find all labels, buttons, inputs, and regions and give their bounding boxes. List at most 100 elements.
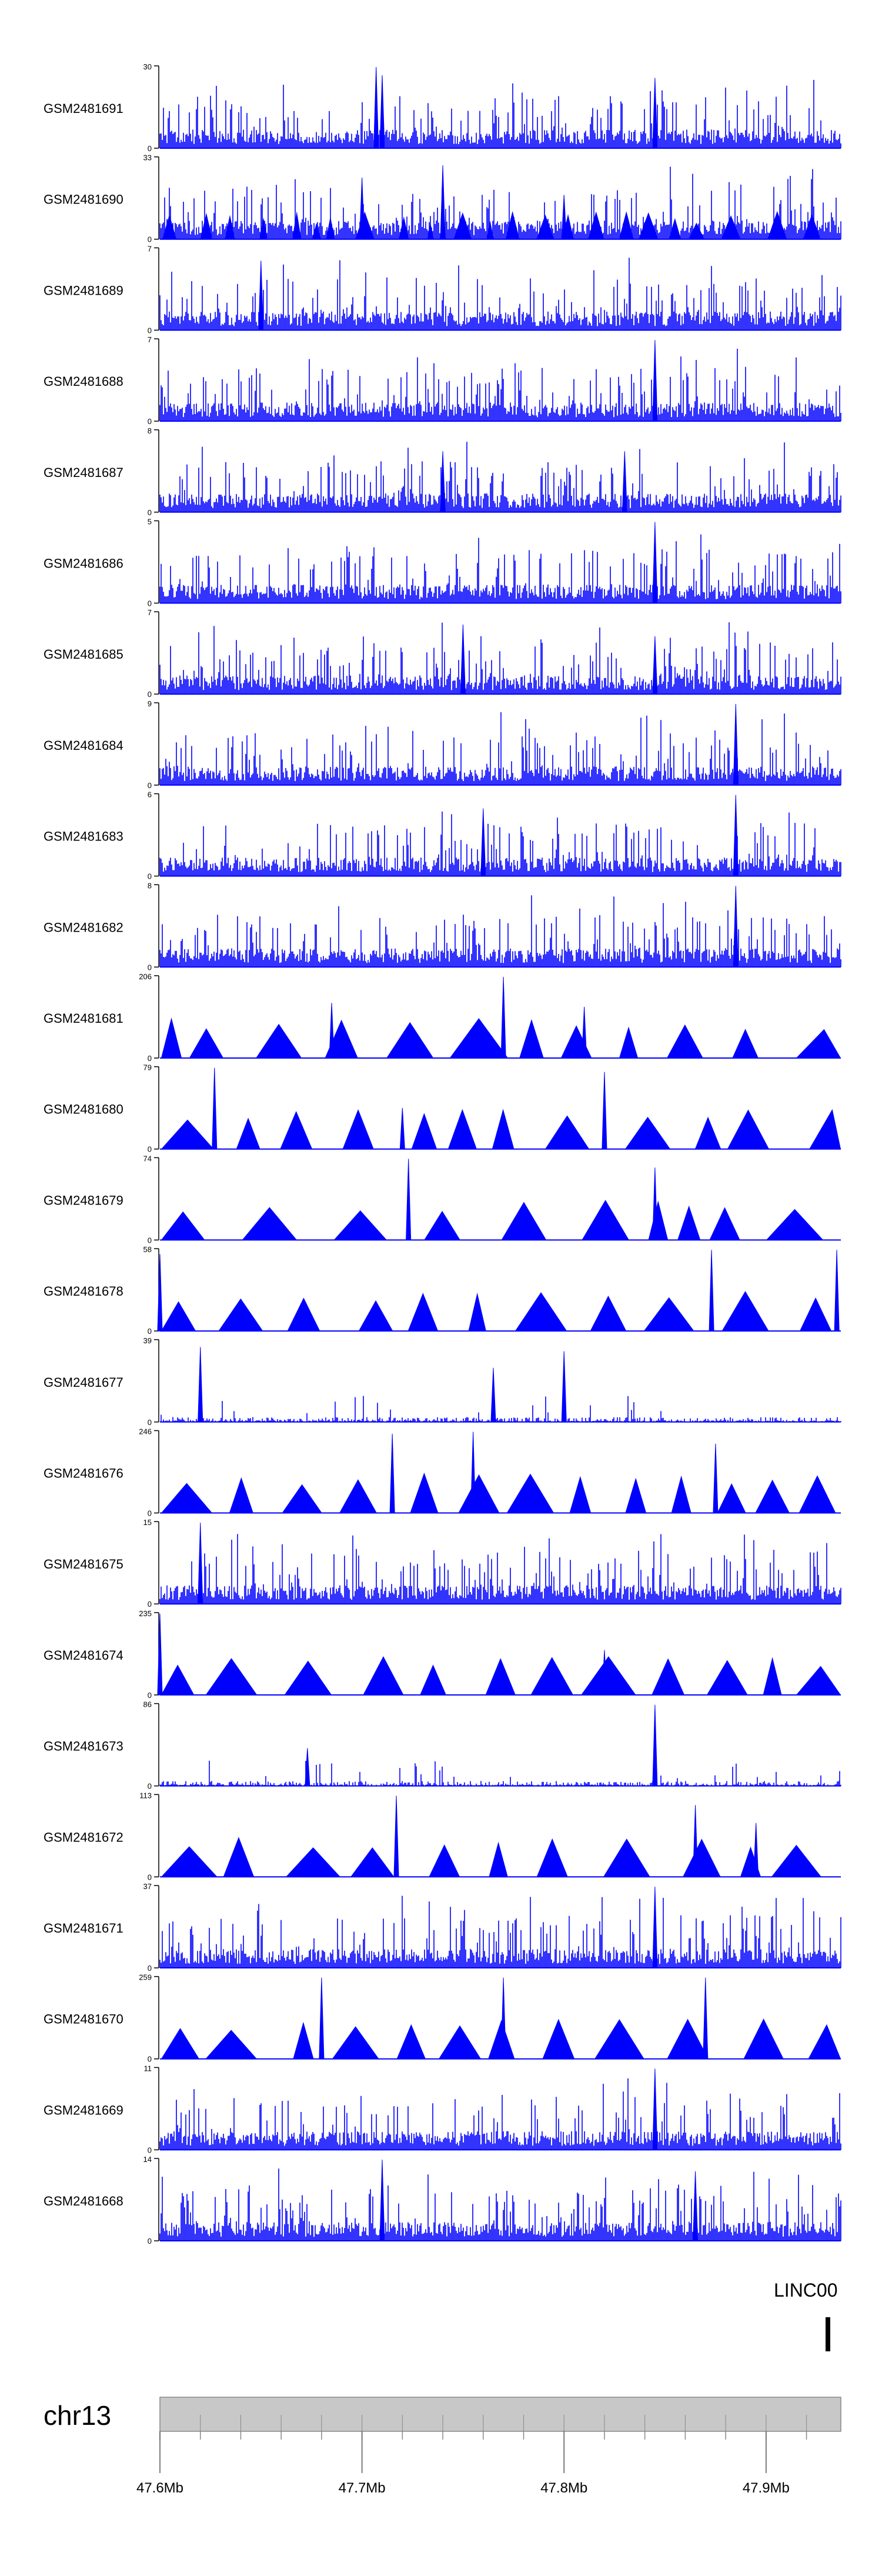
signal-triangle [161, 1119, 214, 1149]
signal-peak [582, 1006, 587, 1059]
signal-triangle [236, 1117, 260, 1149]
signal-triangle [590, 1296, 627, 1332]
signal-triangle [763, 1657, 782, 1695]
signal-triangle [766, 1209, 824, 1240]
signal-peak [652, 340, 658, 422]
signal-peak [490, 1367, 496, 1423]
track-GSM2481684: GSM2481684 9 0 [44, 699, 841, 790]
signal-peak [379, 75, 385, 149]
signal-bars [159, 2078, 841, 2150]
signal-peak [602, 1650, 607, 1696]
signal-triangle [486, 221, 494, 239]
signal-peak [652, 1704, 658, 1787]
track-label: GSM2481683 [44, 829, 123, 844]
signal-triangle [386, 1022, 434, 1058]
signal-bars [159, 79, 841, 148]
track-GSM2481674: GSM2481674 235 0 [44, 1609, 841, 1700]
signal-triangle [669, 218, 681, 239]
y-max-label: 15 [143, 1518, 152, 1527]
signal-triangle [799, 1297, 832, 1332]
signal-peak [753, 1823, 759, 1877]
signal-triangle [505, 211, 520, 239]
signal-triangle [594, 2019, 644, 2059]
signal-triangle [161, 1846, 218, 1877]
signal-peak [393, 1796, 399, 1877]
signal-triangle [468, 1292, 486, 1332]
signal-triangle [514, 1292, 567, 1332]
x-tick-label: 47.8Mb [540, 2480, 587, 2496]
signal-triangle [161, 1664, 195, 1695]
y-min-label: 0 [148, 1327, 152, 1336]
y-min-label: 0 [148, 1509, 152, 1518]
x-axis-ticks: 47.6Mb 47.7Mb 47.8Mb 47.9Mb [136, 2415, 807, 2496]
track-GSM2481669: GSM2481669 11 0 [44, 2064, 841, 2154]
signal-triangle [619, 1026, 639, 1058]
signal-triangle [350, 1847, 395, 1877]
track-label: GSM2481681 [44, 1011, 123, 1026]
signal-triangle [312, 222, 321, 239]
signal-peak [440, 451, 446, 513]
signal-triangle [256, 1023, 302, 1058]
signal-triangle [721, 215, 741, 239]
signal-peak [733, 795, 739, 877]
signal-peak [713, 1443, 719, 1513]
signal-triangle [544, 1115, 590, 1149]
track-label: GSM2481687 [44, 465, 123, 480]
signal-peak [470, 1432, 476, 1513]
signal-triangle [667, 2018, 709, 2059]
signal-bars [159, 1760, 841, 1786]
track-label: GSM2481686 [44, 556, 123, 571]
signal-triangle [189, 1028, 224, 1058]
signal-triangle [536, 1838, 568, 1877]
signal-peak [561, 195, 567, 240]
track-GSM2481678: GSM2481678 58 0 [44, 1245, 841, 1336]
signal-triangle [287, 1297, 320, 1332]
track-GSM2481681: GSM2481681 206 0 [44, 972, 841, 1063]
y-max-label: 206 [139, 972, 152, 981]
y-min-label: 0 [148, 963, 152, 972]
track-GSM2481691: GSM2481691 30 0 [44, 62, 841, 153]
track-GSM2481688: GSM2481688 7 0 [44, 335, 841, 426]
signal-triangle [625, 1477, 647, 1513]
signal-triangle [652, 1658, 685, 1695]
signal-peak [652, 78, 658, 149]
track-GSM2481686: GSM2481686 5 0 [44, 518, 841, 608]
track-GSM2481677: GSM2481677 39 0 [44, 1336, 841, 1427]
y-max-label: 7 [148, 608, 152, 617]
track-label: GSM2481688 [44, 374, 123, 389]
signal-triangle [536, 214, 554, 239]
track-label: GSM2481690 [44, 192, 123, 207]
track-GSM2481680: GSM2481680 79 0 [44, 1063, 841, 1154]
x-tick-label: 47.6Mb [136, 2480, 183, 2496]
signal-triangle [648, 1200, 669, 1240]
signal-peak [500, 1977, 506, 2060]
signal-bars [159, 442, 841, 512]
signal-bars [159, 622, 841, 695]
signal-triangle [625, 1116, 671, 1149]
signal-triangle [342, 1109, 374, 1149]
signal-triangle [694, 1116, 721, 1149]
y-max-label: 37 [143, 1882, 152, 1891]
signal-triangle [286, 1847, 340, 1877]
signal-triangle [326, 216, 335, 239]
signal-triangle [709, 1207, 740, 1240]
y-max-label: 246 [139, 1427, 152, 1436]
track-label: GSM2481674 [44, 1648, 123, 1663]
y-max-label: 7 [148, 244, 152, 253]
signal-peak [373, 66, 379, 149]
signal-peak [622, 451, 627, 513]
signal-triangle [424, 1210, 460, 1240]
y-max-label: 6 [148, 790, 152, 799]
y-max-label: 58 [143, 1245, 152, 1254]
signal-peak [157, 1613, 163, 1696]
y-max-label: 259 [139, 1973, 152, 1982]
y-max-label: 235 [139, 1609, 152, 1618]
signal-triangle [333, 1210, 387, 1240]
signal-peak [212, 1067, 218, 1150]
signal-triangle [205, 2030, 257, 2059]
signal-triangle [727, 1109, 769, 1149]
y-max-label: 8 [148, 881, 152, 890]
signal-triangle [339, 1479, 377, 1513]
signal-triangle [732, 1029, 759, 1058]
signal-triangle [458, 1474, 500, 1513]
